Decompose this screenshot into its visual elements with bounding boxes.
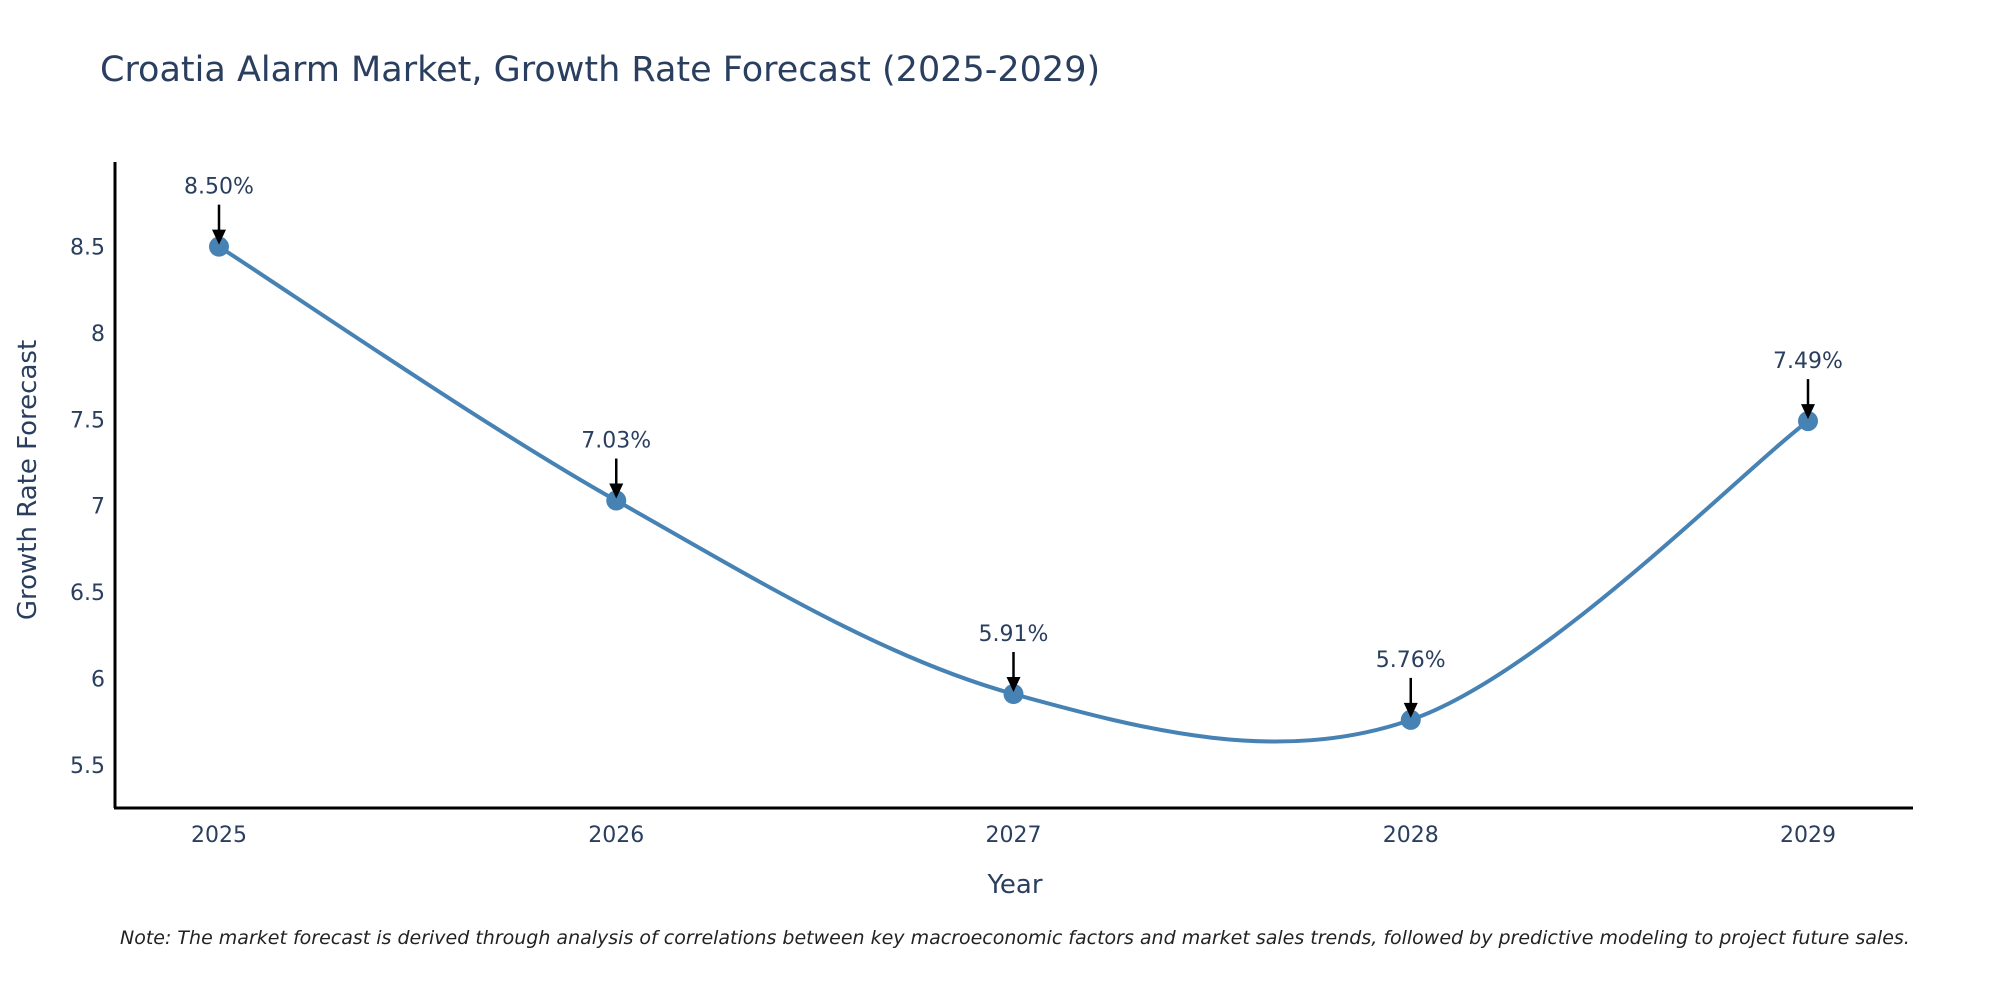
y-tick-label: 8 (91, 322, 105, 347)
y-tick-label: 6 (91, 667, 105, 692)
data-point-2025 (209, 236, 229, 257)
x-axis-title: Year (986, 870, 1042, 900)
data-points (209, 236, 1818, 730)
plot-area: 5.5 6 6.5 7 7.5 8 8.5 2025 2026 2027 2028 2029 8.5… (70, 162, 1913, 848)
annotation-arrowhead (1006, 677, 1021, 692)
data-label-2029: 7.49% (1773, 349, 1843, 374)
x-tick-labels: 2025 2026 2027 2028 2029 (191, 823, 1836, 848)
x-tick-label: 2026 (588, 823, 644, 848)
data-label-2026: 7.03% (581, 429, 651, 454)
footnote: Note: The market forecast is derived thr… (120, 927, 1910, 949)
data-label-2025: 8.50% (184, 175, 254, 200)
y-tick-label: 7.5 (70, 408, 105, 433)
x-tick-label: 2027 (986, 823, 1042, 848)
data-label-2027: 5.91% (979, 622, 1049, 647)
data-point-2027 (1003, 684, 1024, 704)
annotation-arrowhead (1403, 702, 1418, 718)
y-tick-label: 8.5 (70, 236, 105, 261)
y-tick-label: 6.5 (70, 581, 105, 606)
annotation-arrowhead (609, 483, 624, 499)
x-tick-label: 2029 (1780, 823, 1836, 848)
y-tick-labels: 5.5 6 6.5 7 7.5 8 8.5 (70, 236, 105, 779)
chart-title: Croatia Alarm Market, Growth Rate Foreca… (100, 50, 1100, 90)
annotation-arrowhead (212, 229, 226, 245)
data-point-2026 (606, 490, 627, 511)
data-point-2029 (1798, 411, 1818, 432)
annotation-arrowhead (1801, 404, 1815, 420)
y-tick-label: 7 (91, 495, 105, 520)
data-label-2028: 5.76% (1376, 648, 1446, 673)
y-axis-title: Growth Rate Forecast (13, 340, 43, 620)
x-tick-label: 2028 (1383, 823, 1439, 848)
data-point-2028 (1400, 709, 1421, 730)
data-annotations: 8.50% 7.03% 5.91% 5.76% 7.49% (184, 175, 1843, 718)
x-tick-label: 2025 (191, 823, 247, 848)
y-tick-label: 5.5 (70, 754, 105, 779)
